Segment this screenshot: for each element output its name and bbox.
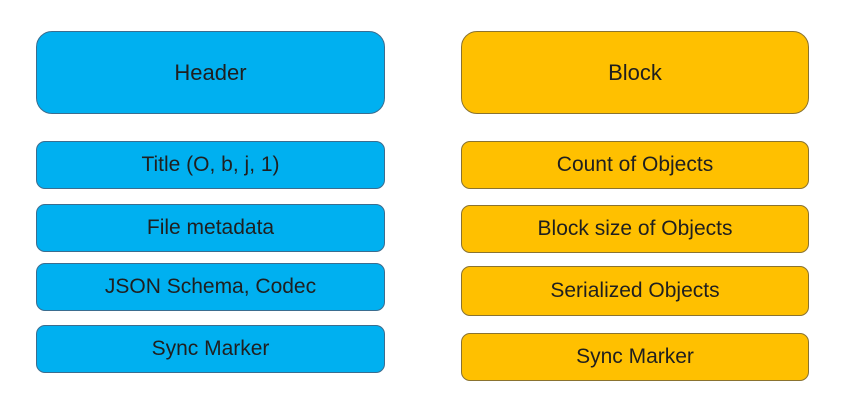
serialized-objects-box: Serialized Objects: [461, 266, 809, 316]
block-sync-marker-box-label: Sync Marker: [576, 345, 694, 368]
block-size-of-objects-box: Block size of Objects: [461, 205, 809, 253]
block-box-label: Block: [608, 59, 662, 85]
block-sync-marker-box: Sync Marker: [461, 333, 809, 381]
header-box: Header: [36, 31, 385, 114]
header-sync-marker-box: Sync Marker: [36, 325, 385, 373]
json-schema-codec-box-label: JSON Schema, Codec: [104, 275, 317, 298]
serialized-objects-box-label: Serialized Objects: [550, 279, 720, 302]
header-sync-marker-box-label: Sync Marker: [151, 337, 270, 360]
file-metadata-box-label: File metadata: [146, 216, 275, 239]
header-box-label: Header: [174, 59, 247, 85]
json-schema-codec-box: JSON Schema, Codec: [36, 263, 385, 311]
count-of-objects-box-label: Count of Objects: [556, 153, 714, 176]
block-box: Block: [461, 31, 809, 114]
block-size-of-objects-box-label: Block size of Objects: [537, 217, 733, 240]
file-metadata-box: File metadata: [36, 204, 385, 252]
title-box-label: Title (O, b, j, 1): [141, 153, 280, 176]
count-of-objects-box: Count of Objects: [461, 141, 809, 189]
title-box: Title (O, b, j, 1): [36, 141, 385, 189]
